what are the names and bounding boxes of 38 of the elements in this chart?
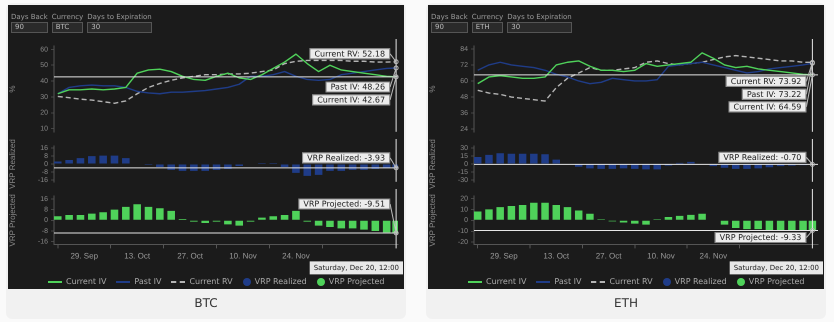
annotation: Current IV: 64.59 [733,102,802,112]
x-tick-label: 10. Nov [229,251,257,260]
annotation: VRP Realized: -0.70 [723,152,802,162]
legend-label: VRP Projected [328,277,385,286]
annotation: VRP Projected: -9.51 [303,200,386,209]
annotation: VRP Realized: -3.93 [307,153,386,162]
y-axis-title: VRP Projected [8,194,18,246]
annotation: VRP Projected: -9.33 [720,233,802,242]
text: ETH [613,296,639,310]
annotation: Current RV: 52.18 [314,49,386,58]
x-tick-label: 29. Sep [70,251,99,260]
y-axis-title: VRP Realized [428,139,438,189]
legend-label: Past IV [134,277,162,286]
x-tick-label: 27. Oct [177,251,204,260]
legend-label: VRP Projected [748,277,805,286]
y-axis-title: % [428,85,438,93]
x-tick-label: 13. Oct [543,251,570,260]
x-tick-label: 10. Nov [647,251,675,260]
legend-label: VRP Realized [674,277,727,286]
legend-label: Current IV [486,277,526,286]
legend-label: Past IV [554,277,582,286]
x-tick-label: 27. Oct [596,251,622,260]
x-tick-label: 29. Sep [490,251,518,260]
x-tick-label: 24. Nov [700,251,728,260]
legend-label: Current RV [609,277,653,286]
x-tick-label: 24. Nov [282,251,310,260]
annotation: Past IV: 73.22 [746,90,802,99]
y-axis-title: % [8,85,18,93]
legend-label: Current IV [66,277,106,286]
annotation: Current IV: 42.67 [317,95,386,104]
annotation: Past IV: 48.26 [330,82,386,92]
y-axis-title: VRP Projected [428,194,438,246]
x-tick-label: 13. Oct [124,251,151,260]
text: BTC [193,296,219,310]
legend-label: Current RV [189,277,233,286]
y-axis-title: VRP Realized [8,139,18,189]
annotation: Current RV: 73.92 [730,76,802,86]
legend-label: VRP Realized [254,277,307,286]
